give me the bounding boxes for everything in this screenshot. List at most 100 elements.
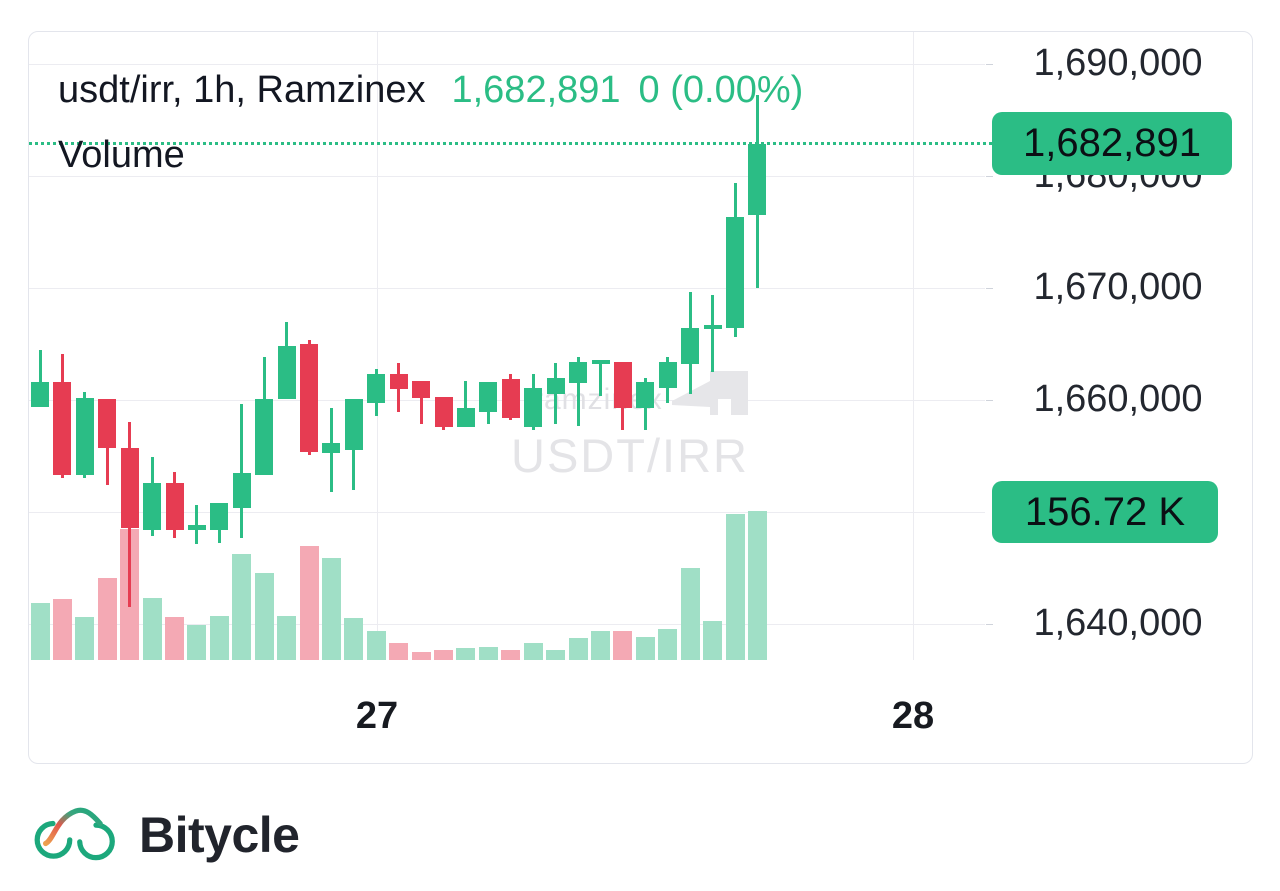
price-axis-label: 1,690,000 [1033,42,1203,84]
price-axis-label: 1,670,000 [1033,266,1203,308]
volume-bar [613,631,633,660]
candle [681,328,700,365]
price-gridline [29,176,985,177]
time-axis-label: 28 [891,695,935,737]
candle [479,382,498,413]
volume-bar [389,642,409,660]
candle [120,448,139,528]
volume-bar [523,642,543,660]
price-gridline [29,288,985,289]
candle [210,503,229,530]
volume-bar [725,513,745,660]
volume-bar [411,652,431,660]
volume-bar [75,617,95,660]
volume-bar [568,638,588,660]
volume-bar [635,637,655,660]
volume-bar [165,617,185,660]
volume-bar [299,545,319,660]
bitycle-logo-icon [33,801,117,870]
candle [75,397,94,476]
volume-bar [478,646,498,660]
current-volume-badge: 156.72 K [992,481,1218,543]
price-axis-tick [986,624,993,625]
volume-bar [187,624,207,660]
candle [187,525,206,530]
candle [255,398,274,476]
time-axis-label: 27 [355,695,399,737]
volume-bar [30,602,50,660]
candle [748,143,767,216]
volume-bar [254,573,274,660]
price-axis-tick [986,400,993,401]
candle [98,398,117,449]
candle [143,482,162,530]
price-axis-label: 1,640,000 [1033,602,1203,644]
candle [569,361,588,384]
candle [31,382,49,407]
last-price-text: 1,682,891 [451,69,621,111]
volume-bar [52,599,72,660]
candle-wick [240,404,244,538]
candle-wick [576,357,580,426]
candle [367,374,386,404]
volume-bar [546,649,566,660]
candle [658,361,677,388]
candle [591,359,610,365]
volume-bar [591,631,610,660]
volume-bar [434,650,454,660]
volume-bar [747,511,767,660]
candle [165,482,184,530]
volume-bar [142,598,162,660]
watermark-symbol: USDT/IRR [511,429,749,482]
chart-legend: usdt/irr, 1h, Ramzinex 1,682,891 0 (0.00%) [58,68,803,112]
candle [277,346,296,399]
candle [703,324,722,330]
volume-bar [321,558,341,660]
candle-wick [419,380,423,424]
volume-bar [456,647,476,660]
candle [322,442,341,453]
volume-indicator-label: Volume [58,134,185,176]
brand-footer: Bitycle [33,800,300,870]
candle [434,396,453,427]
volume-bar [680,567,700,660]
current-price-badge: 1,682,891 [992,112,1232,176]
candle [232,472,251,508]
price-gridline [29,512,985,513]
candle [726,217,745,329]
volume-bar [209,616,229,660]
candle-wick [464,380,468,427]
candle-wick [711,294,715,372]
ramzinex-flag-icon [672,371,748,420]
volume-bar [501,649,521,660]
candle-wick [599,359,602,396]
chart-card-border [28,31,1253,764]
candle-wick [195,505,199,545]
price-axis-tick [986,176,993,177]
brand-name: Bitycle [139,807,300,863]
volume-bar [232,553,252,660]
price-gridline [29,624,985,625]
candle [636,382,655,408]
price-axis-tick [986,288,993,289]
candle [613,361,632,408]
volume-bar [703,621,723,660]
current-price-line [29,142,992,146]
symbol-title: usdt/irr, 1h, Ramzinex [58,69,426,111]
volume-bar [366,631,386,660]
volume-bar [97,578,117,660]
candle [524,387,543,427]
price-axis-label: 1,660,000 [1033,378,1203,420]
candle [344,398,363,451]
price-axis-tick [986,64,993,65]
candle [53,382,72,476]
time-gridline [913,32,914,660]
volume-bar [344,618,364,660]
candle [456,407,475,427]
time-gridline [377,32,378,660]
candle [412,380,431,398]
price-gridline [29,64,985,65]
candle [546,377,565,395]
